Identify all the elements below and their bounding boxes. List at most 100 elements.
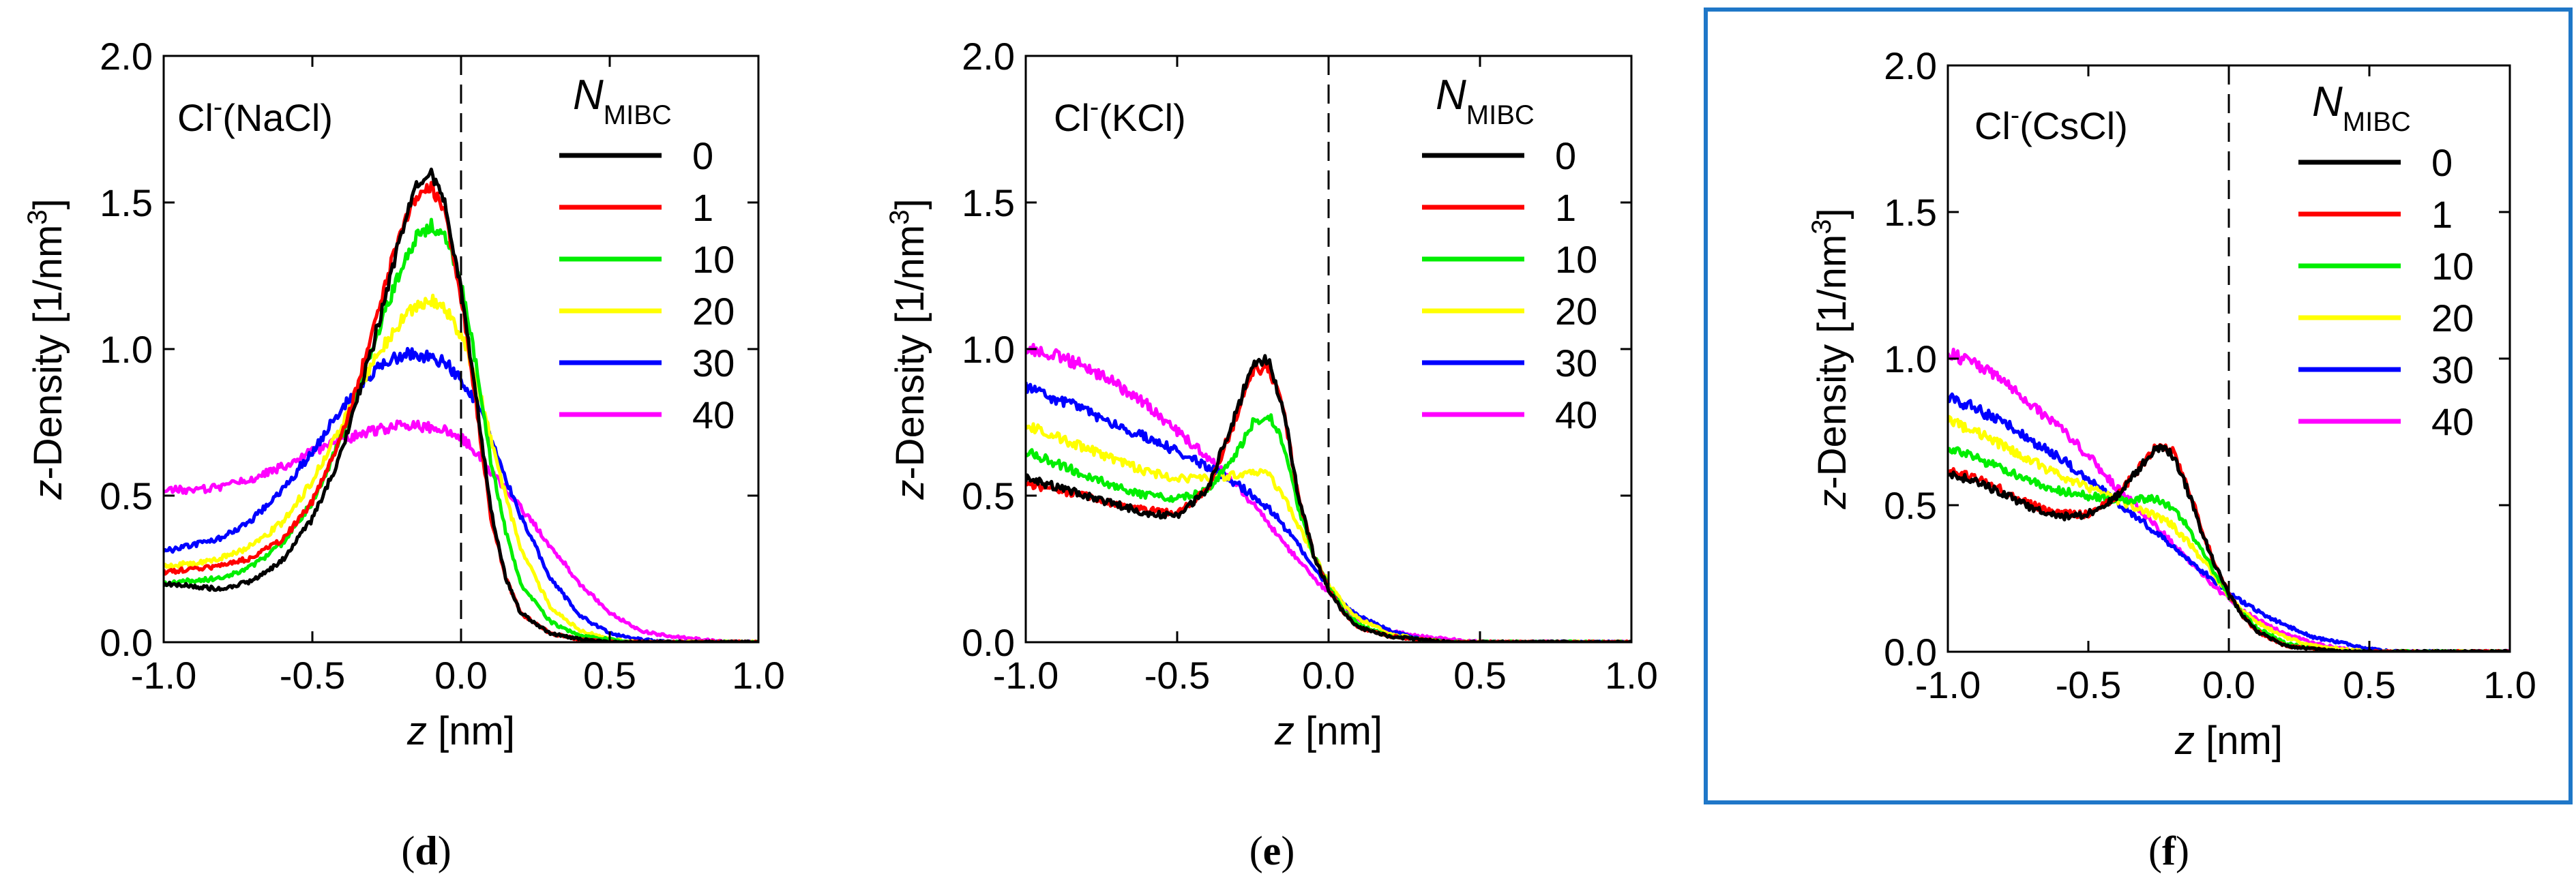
x-axis-label-unit: [nm] [2195,719,2283,763]
y-tick-label: 0.0 [1884,631,1937,674]
panel-title-salt: (NaCl) [222,96,333,139]
y-tick-label: 0.5 [962,474,1015,517]
legend-label-40: 40 [692,393,735,436]
legend-label-20: 20 [692,290,735,333]
panel-title-ion: Cl [177,96,213,139]
x-tick-label: -0.5 [1144,654,1211,697]
caption-close: ) [438,828,451,873]
y-axis-label: z-Density [1/nm3] [885,198,932,500]
x-axis-label: z [nm] [406,709,515,753]
y-tick-label: 1.5 [100,181,153,224]
y-axis-label-var: z [26,480,70,500]
x-axis-label: z [nm] [1274,709,1382,753]
panel-title-salt: (CsCl) [2019,104,2128,147]
x-tick-label: -0.5 [280,654,346,697]
legend-title-n: N [573,72,604,119]
panel-title-charge: - [2011,100,2019,130]
x-tick-label: 1.0 [2483,663,2536,706]
x-tick-label: 1.0 [1605,654,1658,697]
panel-title-charge: - [1090,92,1099,122]
y-axis-label: z-Density [1/nm3] [23,198,70,500]
caption-close: ) [2176,828,2189,873]
legend-label-20: 20 [2431,297,2474,340]
y-axis-label-sup: 3 [23,209,53,224]
x-tick-label: 0.5 [583,654,636,697]
panel-caption: (d) [401,828,451,873]
legend-label-1: 1 [2431,193,2453,236]
x-axis-label-unit: [nm] [1294,709,1382,753]
panel-caption: (e) [1249,828,1295,873]
y-axis-label-text: -Density [1/nm [1810,235,1854,489]
legend-label-10: 10 [2431,245,2474,288]
y-tick-label: 1.0 [962,328,1015,371]
legend-title-n: N [2312,78,2343,125]
legend-title-sub: MIBC [1466,100,1535,130]
x-axis-label: z [nm] [2174,719,2283,763]
panel-caption: (f) [2148,828,2189,873]
x-tick-label: 1.0 [732,654,785,697]
caption-open: ( [401,828,415,873]
panel-d: -1.0 -0.5 0.0 0.5 1.00.00.51.01.52.0z [nm]z-… [23,35,785,873]
x-tick-label: 0.5 [1453,654,1507,697]
y-tick-label: 1.0 [1884,337,1937,380]
panel-title-charge: - [213,92,222,122]
legend-label-40: 40 [1555,393,1597,436]
caption-letter: d [415,828,437,873]
x-tick-label: 0.0 [1302,654,1355,697]
legend-label-1: 1 [1555,186,1576,229]
y-axis-label-close: ] [1810,208,1854,219]
y-tick-label: 2.0 [1884,44,1937,87]
highlight-border [1704,7,2573,804]
legend-label-40: 40 [2431,400,2474,443]
y-tick-label: 0.0 [100,621,153,664]
x-tick-label: -1.0 [993,654,1059,697]
legend-title: NMIBC [2312,78,2411,137]
y-tick-label: 0.5 [1884,484,1937,527]
y-tick-label: 0.5 [100,474,153,517]
panel-title: Cl-(KCl) [1054,92,1186,139]
caption-letter: e [1263,828,1282,873]
legend-label-30: 30 [2431,348,2474,391]
y-axis-label-sup: 3 [1807,219,1837,234]
x-tick-label: 0.0 [434,654,488,697]
y-tick-label: 1.0 [100,328,153,371]
x-axis-label-unit: [nm] [427,709,515,753]
caption-open: ( [2148,828,2162,873]
panel-title-ion: Cl [1054,96,1090,139]
caption-letter: f [2162,828,2176,873]
legend: 0 1 10 20 30 40 [1422,134,1597,436]
panel-f: -1.0 -0.5 0.0 0.5 1.00.00.51.01.52.0z [nm]z-… [1704,7,2573,873]
y-axis-label: z-Density [1/nm3] [1807,208,1854,509]
x-tick-label: -1.0 [1915,663,1981,706]
y-tick-label: 1.5 [962,181,1015,224]
x-axis-label-var: z [406,709,427,753]
panel-e: -1.0 -0.5 0.0 0.5 1.0 0.0 0.5 1.0 1.5 2.0 z [nm] z-… [885,35,1658,873]
y-tick-label: 2.0 [100,35,153,78]
y-axis-label-close: ] [888,198,932,209]
legend-label-30: 30 [1555,342,1597,385]
legend-title-sub: MIBC [604,100,672,130]
y-tick-label: 1.5 [1884,191,1937,234]
caption-close: ) [1281,828,1294,873]
y-tick-label: 2.0 [962,35,1015,78]
panel-title: Cl-(CsCl) [1974,100,2128,147]
y-tick-label: 0.0 [962,621,1015,664]
legend-label-0: 0 [1555,134,1576,177]
y-axis-label-text: -Density [1/nm [888,225,932,480]
panel-title: Cl-(NaCl) [177,92,333,139]
panel-title-salt: (KCl) [1099,96,1186,139]
legend-label-0: 0 [2431,141,2453,184]
y-axis-label-text: -Density [1/nm [26,225,70,480]
legend-title-n: N [1436,72,1466,119]
legend-label-30: 30 [692,342,735,385]
legend: 0 1 10 20 30 40 [559,134,735,436]
legend-label-1: 1 [692,186,713,229]
legend-title: NMIBC [573,72,672,130]
x-tick-label: -0.5 [2056,663,2122,706]
legend-label-10: 10 [1555,238,1597,281]
caption-open: ( [1249,828,1263,873]
legend-title: NMIBC [1436,72,1535,130]
y-axis-label-sup: 3 [885,209,915,224]
